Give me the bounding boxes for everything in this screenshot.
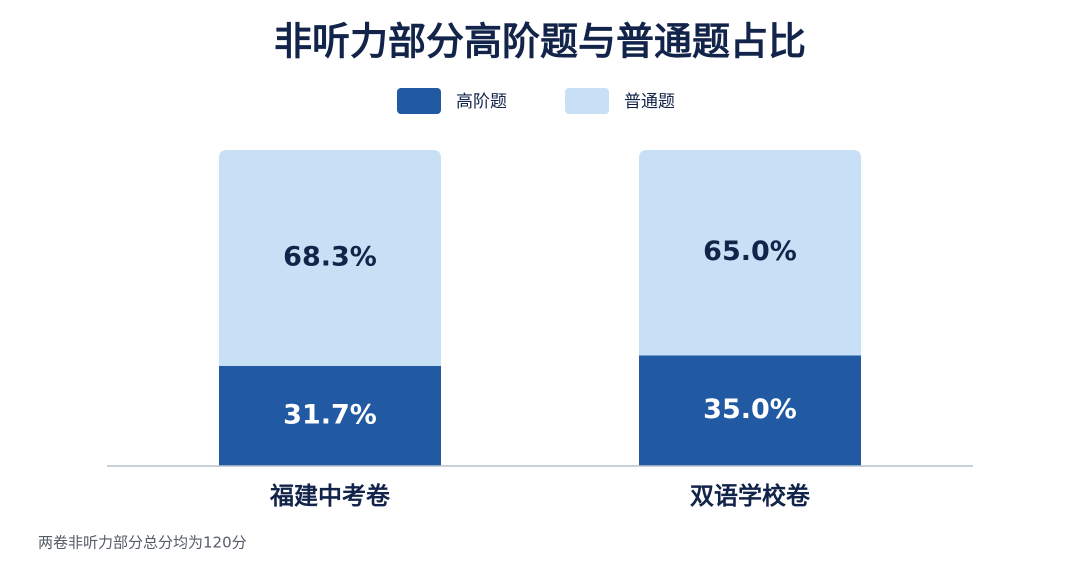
legend-label: 普通题 (624, 92, 675, 112)
legend-swatch (565, 88, 609, 114)
chart-title: 非听力部分高阶题与普通题占比 (274, 20, 806, 64)
value-label: 65.0% (703, 236, 797, 267)
footnote: 两卷非听力部分总分均为120分 (38, 534, 247, 552)
bar-segment (219, 150, 441, 366)
x-tick-label: 福建中考卷 (269, 482, 391, 510)
value-label: 35.0% (703, 394, 797, 425)
x-tick-label: 双语学校卷 (690, 482, 811, 510)
legend-swatch (397, 88, 441, 114)
bar-segment (639, 150, 861, 356)
value-label: 31.7% (283, 399, 377, 430)
bar-segment (639, 355, 861, 466)
value-label: 68.3% (283, 241, 377, 272)
bar-segment (219, 365, 441, 466)
legend-label: 高阶题 (456, 92, 507, 112)
